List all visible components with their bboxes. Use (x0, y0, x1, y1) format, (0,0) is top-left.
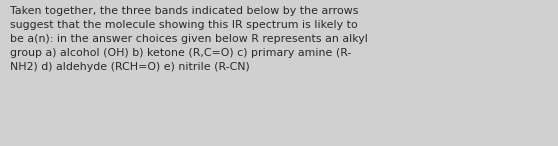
Text: Taken together, the three bands indicated below by the arrows
suggest that the m: Taken together, the three bands indicate… (10, 6, 368, 72)
